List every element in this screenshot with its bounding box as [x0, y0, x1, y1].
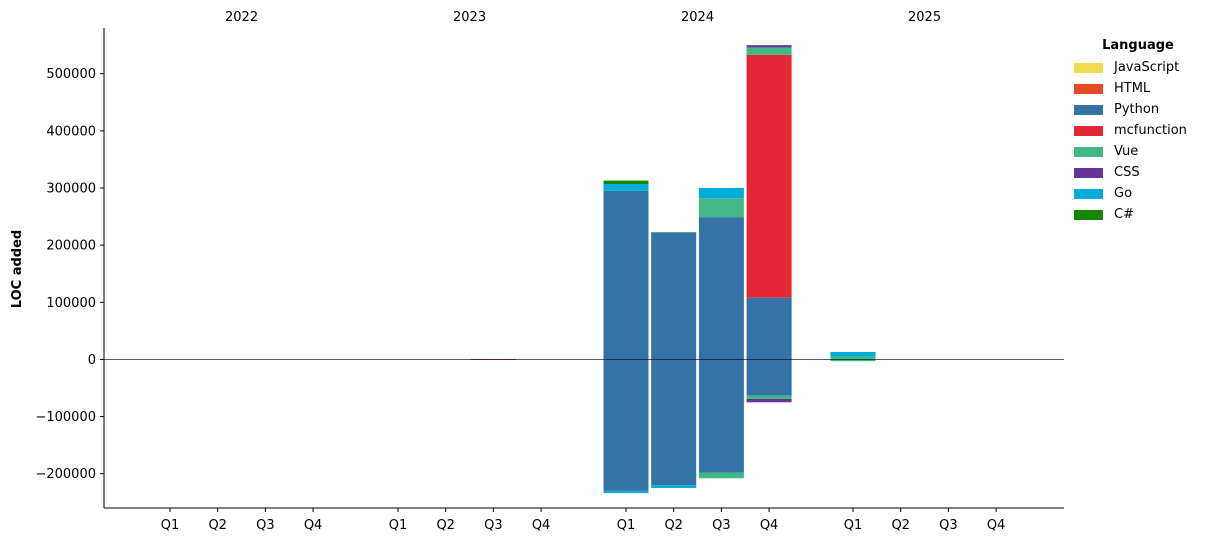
- legend-swatch: [1074, 146, 1103, 157]
- y-tick-label: 100000: [46, 296, 96, 311]
- legend-label: CSS: [1114, 165, 1140, 180]
- y-tick-label: 300000: [46, 182, 96, 197]
- bar-segment: [603, 359, 649, 491]
- bar-segment: [603, 184, 649, 191]
- x-tick-label: Q1: [617, 518, 636, 533]
- bar-segment: [746, 47, 792, 55]
- bar-segment: [698, 472, 744, 479]
- legend-label: Python: [1114, 102, 1160, 117]
- y-tick-label: 500000: [46, 67, 96, 82]
- y-tick-label: 0: [88, 353, 96, 368]
- legend-item: Python: [1074, 99, 1202, 120]
- bar-segment: [746, 297, 792, 360]
- legend-item: Go: [1074, 183, 1202, 204]
- bar-segment: [651, 232, 697, 233]
- bar-segment: [651, 232, 697, 360]
- x-tick-label: Q3: [712, 518, 731, 533]
- bar-segment: [746, 398, 792, 403]
- bar-segment: [830, 356, 876, 360]
- bar-segment: [651, 359, 697, 486]
- x-tick-label: Q1: [389, 518, 408, 533]
- legend-swatch: [1074, 62, 1103, 73]
- year-label: 2023: [453, 10, 486, 25]
- x-tick-label: Q2: [891, 518, 910, 533]
- legend-title: Language: [1102, 38, 1174, 53]
- bar-segment: [603, 490, 649, 494]
- legend-swatch: [1074, 104, 1103, 115]
- bar-segment: [698, 198, 744, 218]
- legend-label: JavaScript: [1114, 60, 1180, 75]
- x-tick-label: Q3: [256, 518, 275, 533]
- year-label: 2024: [681, 10, 714, 25]
- x-tick-label: Q4: [304, 518, 323, 533]
- legend-swatch: [1074, 83, 1103, 94]
- axes-layer: [100, 28, 1064, 512]
- bars-layer: [470, 45, 876, 494]
- legend-item: mcfunction: [1074, 120, 1202, 141]
- bar-segment: [746, 359, 792, 396]
- year-label: 2025: [908, 10, 941, 25]
- legend-swatch: [1074, 125, 1103, 136]
- legend-swatch: [1074, 209, 1103, 220]
- x-tick-label: Q1: [161, 518, 180, 533]
- legend: Language JavaScript HTML Python mcfunction V…: [1074, 38, 1202, 225]
- legend-label: Vue: [1114, 144, 1139, 159]
- legend-item: HTML: [1074, 78, 1202, 99]
- bar-segment: [698, 188, 744, 199]
- legend-item: CSS: [1074, 162, 1202, 183]
- bar-segment: [746, 395, 792, 399]
- bar-segment: [830, 352, 876, 357]
- x-tick-label: Q4: [987, 518, 1006, 533]
- bar-segment: [603, 190, 649, 360]
- bar-segment: [603, 180, 649, 184]
- x-tick-label: Q1: [844, 518, 863, 533]
- legend-label: HTML: [1114, 81, 1151, 96]
- legend-swatch: [1074, 167, 1103, 178]
- legend-item: JavaScript: [1074, 57, 1202, 78]
- x-tick-label: Q2: [208, 518, 227, 533]
- legend-label: Go: [1114, 186, 1133, 201]
- y-tick-label: −200000: [35, 467, 96, 482]
- bar-segment: [746, 45, 792, 48]
- x-tick-label: Q2: [436, 518, 455, 533]
- y-axis-label: LOC added: [10, 230, 25, 308]
- bar-segment: [698, 359, 744, 473]
- bar-segment: [651, 485, 697, 488]
- legend-item: C#: [1074, 204, 1202, 225]
- x-tick-label: Q3: [484, 518, 503, 533]
- bar-segment: [698, 217, 744, 360]
- x-tick-label: Q4: [760, 518, 779, 533]
- y-tick-label: 200000: [46, 239, 96, 254]
- legend-item: Vue: [1074, 141, 1202, 162]
- y-tick-label: −100000: [35, 410, 96, 425]
- x-tick-label: Q3: [939, 518, 958, 533]
- x-tick-label: Q4: [532, 518, 551, 533]
- y-tick-label: 400000: [46, 124, 96, 139]
- x-tick-label: Q2: [664, 518, 683, 533]
- bar-segment: [746, 54, 792, 298]
- legend-swatch: [1074, 188, 1103, 199]
- bar-segment: [830, 359, 876, 362]
- legend-items: JavaScript HTML Python mcfunction Vue CSS Go C#: [1074, 57, 1202, 225]
- year-label: 2022: [225, 10, 258, 25]
- labels-layer: −200000 −100000 0 100000 200000 300000 400000 5…: [35, 10, 1005, 533]
- legend-label: mcfunction: [1114, 123, 1187, 138]
- legend-label: C#: [1114, 207, 1134, 222]
